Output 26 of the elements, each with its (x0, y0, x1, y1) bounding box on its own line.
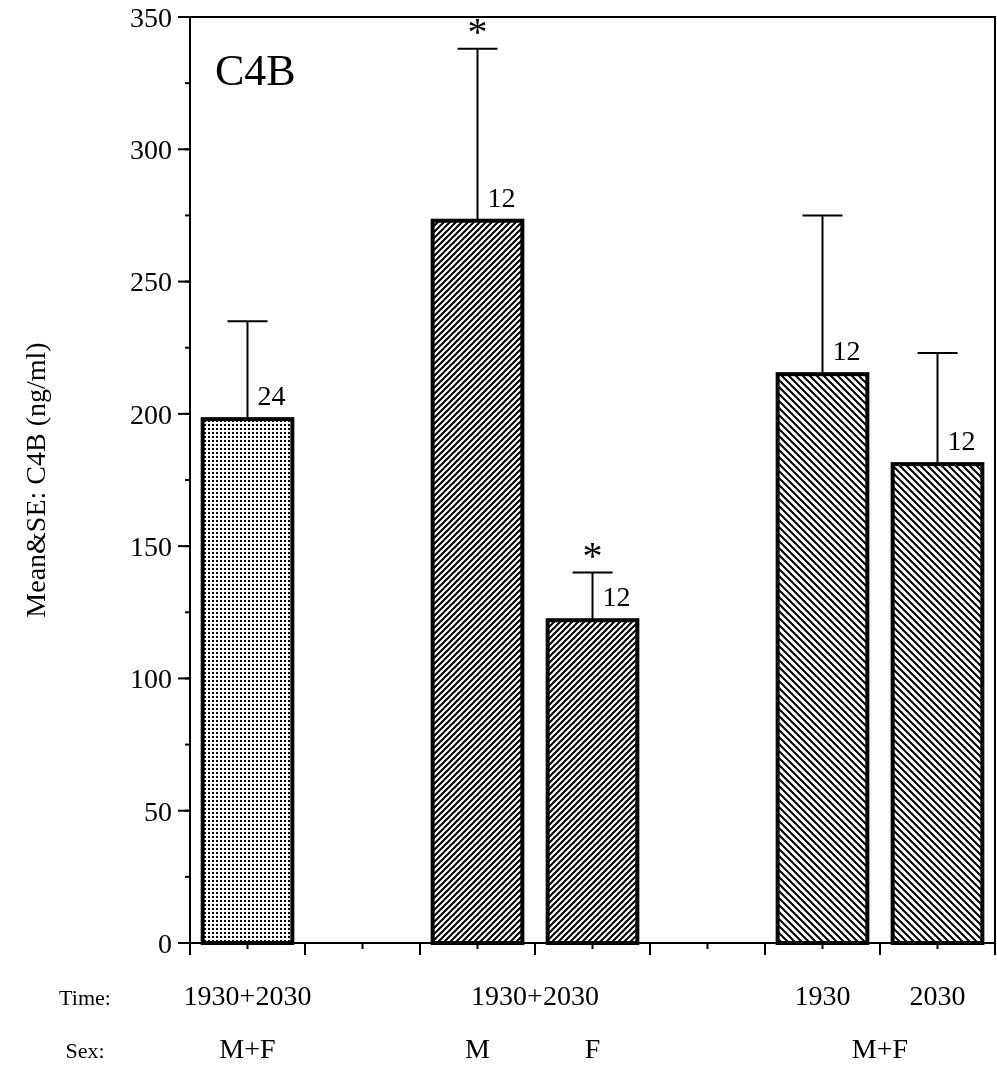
text: Time: (59, 985, 111, 1010)
x-tick-label: 1930+2030 (183, 980, 312, 1011)
annotation: 12 (487, 181, 516, 213)
annotation: 12 (832, 335, 861, 367)
y-tick-label: 200 (130, 398, 172, 430)
text: Sex: (65, 1038, 105, 1063)
text: M+F (219, 1033, 276, 1064)
annotation: * (582, 532, 603, 578)
x-tick-label: 2030 (909, 980, 966, 1011)
y-tick-label: 350 (130, 1, 172, 33)
annotation: 24 (257, 380, 286, 412)
text: M+F (851, 1033, 909, 1064)
text: F (584, 1033, 601, 1064)
y-tick-label: 150 (130, 530, 172, 562)
text: C4B (215, 46, 296, 95)
x-tick-label: 1930 (794, 980, 851, 1011)
text: M (465, 1033, 491, 1064)
y-tick-label: 0 (158, 927, 172, 959)
y-tick-label: 300 (130, 134, 172, 166)
y-tick-label: 50 (144, 795, 172, 827)
annotation: 12 (602, 581, 631, 613)
y-tick-label: 250 (130, 266, 172, 298)
annotation: 12 (947, 425, 976, 457)
y-tick-label: 100 (130, 663, 172, 695)
annotation: * (467, 8, 488, 54)
y-axis-title: Mean&SE: C4B (ng/ml) (20, 342, 51, 618)
